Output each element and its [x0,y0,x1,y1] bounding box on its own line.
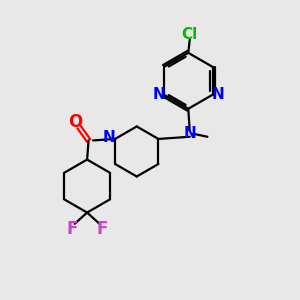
Text: Cl: Cl [182,27,198,42]
Text: O: O [68,113,83,131]
Text: F: F [67,220,78,238]
Text: F: F [96,220,107,238]
Text: N: N [102,130,115,145]
Text: N: N [183,126,196,141]
Text: N: N [212,87,224,102]
Text: N: N [152,87,165,102]
